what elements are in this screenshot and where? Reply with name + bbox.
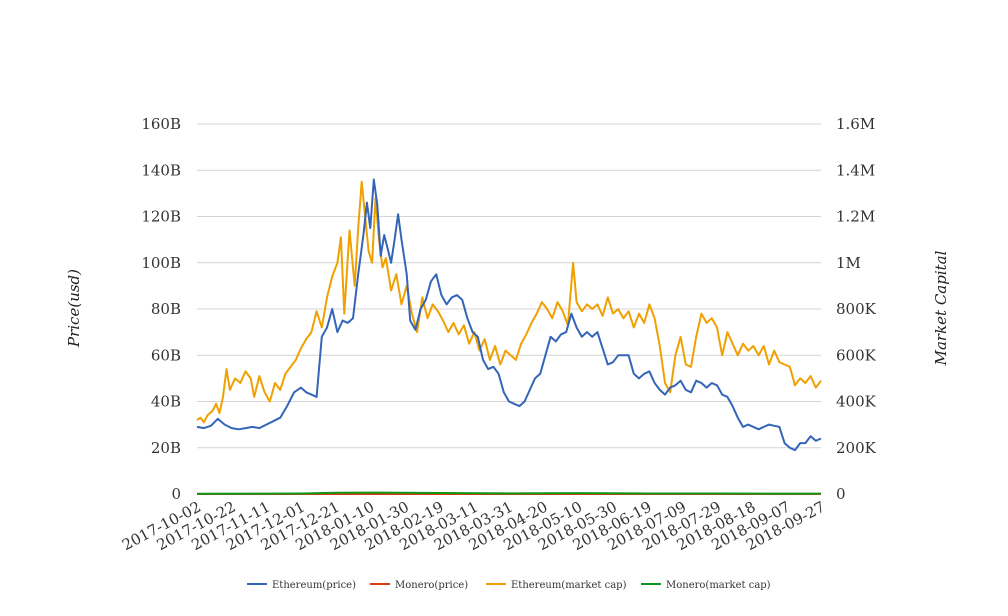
- y-tick-label-right: 1.2M: [836, 208, 875, 226]
- y-tick-label-left: 20B: [151, 439, 181, 457]
- legend-label: Monero(market cap): [666, 580, 771, 591]
- y-tick-label-left: 80B: [151, 300, 181, 318]
- grid-lines: [197, 123, 821, 449]
- y-tick-label-right: 400K: [836, 393, 877, 411]
- y-axis-title-left: Price(usd): [65, 269, 83, 348]
- y-tick-label-left: 0: [171, 485, 181, 503]
- y-tick-label-left: 40B: [151, 393, 181, 411]
- legend-label: Ethereum(price): [272, 580, 356, 591]
- y-tick-label-right: 1.6M: [836, 115, 875, 133]
- legend-label: Ethereum(market cap): [511, 580, 627, 591]
- series-line-monero-market-cap: [196, 491, 821, 495]
- y-axis-title-right: Market Capital: [932, 250, 950, 366]
- series-line-ethereum-price: [196, 178, 822, 452]
- y-tick-label-right: 0: [836, 485, 846, 503]
- y-tick-label-left: 160B: [141, 115, 181, 133]
- x-axis-ticks: 2017-10-022017-10-222017-11-112017-12-01…: [119, 498, 828, 554]
- y-tick-label-left: 100B: [141, 254, 181, 272]
- legend-label: Monero(price): [395, 580, 468, 591]
- y-tick-label-right: 200K: [836, 439, 877, 457]
- y-axis-right-ticks: 0 200K 400K 600K 800K 1M 1.2M 1.4M 1.6M: [836, 115, 877, 503]
- series-lines: [196, 178, 822, 495]
- legend: Ethereum(price) Monero(price) Ethereum(mar…: [247, 580, 771, 591]
- series-line-ethereum-market-cap: [196, 180, 822, 424]
- y-tick-label-right: 800K: [836, 300, 877, 318]
- y-tick-label-right: 1M: [836, 254, 861, 272]
- y-tick-label-left: 60B: [151, 346, 181, 364]
- y-tick-label-left: 120B: [141, 208, 181, 226]
- y-axis-left-ticks: 0 20B 40B 60B 80B 100B 120B 140B 160B: [141, 115, 181, 503]
- y-tick-label-right: 600K: [836, 346, 877, 364]
- y-tick-label-right: 1.4M: [836, 161, 875, 179]
- y-tick-label-left: 140B: [141, 161, 181, 179]
